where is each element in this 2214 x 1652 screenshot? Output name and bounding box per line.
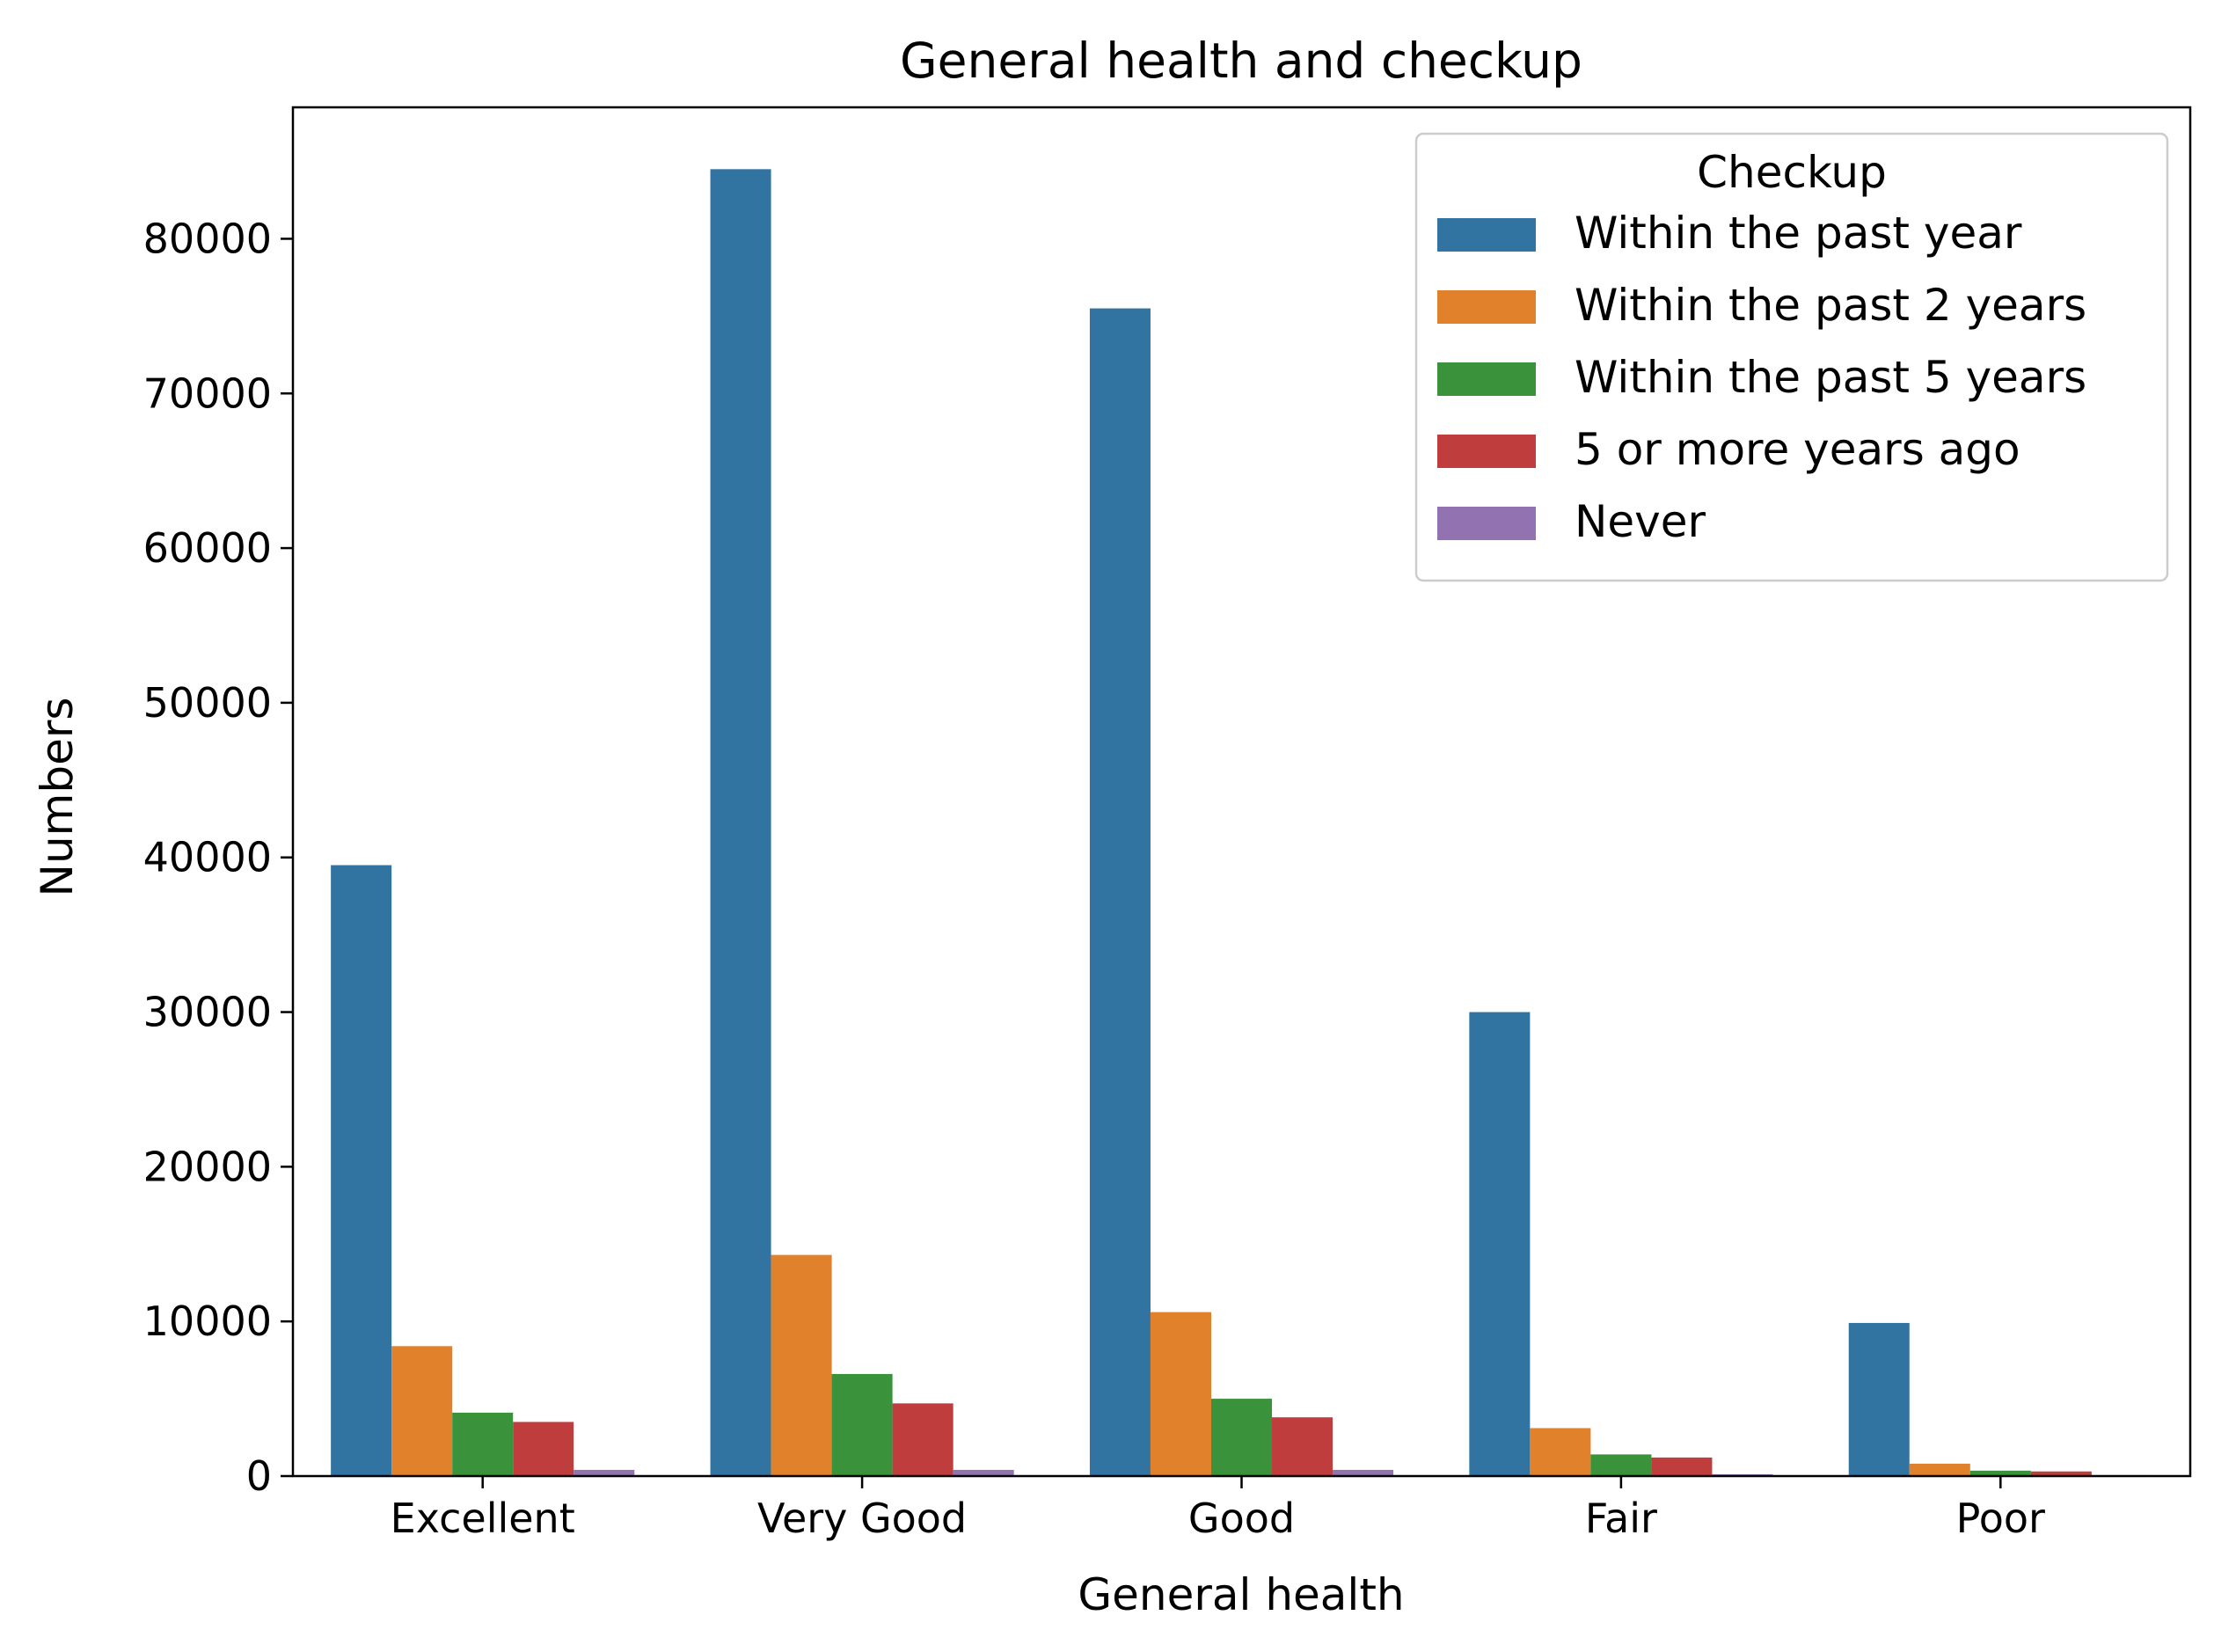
y-tick-label: 70000 bbox=[143, 369, 272, 417]
bar-excellent-series-2 bbox=[452, 1412, 514, 1476]
legend-swatch bbox=[1437, 218, 1536, 252]
bar-fair-series-1 bbox=[1530, 1428, 1591, 1476]
y-tick-label: 0 bbox=[246, 1452, 272, 1500]
x-axis: Excellent Very Good Good Fair Poor bbox=[391, 1476, 2045, 1542]
bar-very-good-series-0 bbox=[710, 169, 771, 1477]
legend-swatch bbox=[1437, 362, 1536, 396]
legend-swatch bbox=[1437, 290, 1536, 324]
y-tick-label: 80000 bbox=[143, 215, 272, 262]
plot-frame bbox=[291, 106, 2192, 1478]
legend-swatch bbox=[1437, 435, 1536, 468]
bar-very-good-series-3 bbox=[892, 1403, 954, 1476]
legend-label: Within the past 2 years bbox=[1575, 280, 2086, 331]
bar-poor-series-3 bbox=[2030, 1471, 2092, 1476]
bar-fair-series-3 bbox=[1651, 1457, 1713, 1476]
bar-fair-series-0 bbox=[1469, 1012, 1531, 1476]
bar-very-good-series-2 bbox=[831, 1373, 893, 1476]
x-tick-label: Excellent bbox=[391, 1495, 575, 1542]
bar-excellent-series-3 bbox=[513, 1422, 574, 1476]
bar-fair-series-2 bbox=[1590, 1454, 1652, 1476]
bar-good-series-3 bbox=[1272, 1417, 1334, 1476]
legend-items: Within the past year Within the past 2 ye… bbox=[1437, 208, 2086, 547]
bar-poor-series-2 bbox=[1969, 1470, 2031, 1476]
y-axis-label: Numbers bbox=[32, 698, 83, 897]
y-tick-label: 20000 bbox=[143, 1143, 272, 1190]
bar-excellent-series-1 bbox=[391, 1346, 453, 1476]
x-tick-label: Good bbox=[1188, 1495, 1295, 1542]
legend-label: Within the past year bbox=[1575, 208, 2022, 259]
x-tick-label: Poor bbox=[1956, 1495, 2045, 1542]
bars-group bbox=[331, 169, 2152, 1477]
legend-label: 5 or more years ago bbox=[1575, 424, 2020, 475]
bar-very-good-series-1 bbox=[771, 1254, 832, 1476]
x-axis-label: General health bbox=[1078, 1569, 1404, 1620]
x-tick-label: Fair bbox=[1585, 1495, 1657, 1542]
bar-poor-series-0 bbox=[1848, 1322, 1910, 1476]
y-tick-label: 40000 bbox=[143, 834, 272, 881]
legend-box bbox=[1414, 132, 2169, 582]
y-tick-label: 30000 bbox=[143, 989, 272, 1036]
y-tick-label: 50000 bbox=[143, 679, 272, 727]
bar-excellent-series-4 bbox=[574, 1469, 635, 1476]
bar-good-series-4 bbox=[1333, 1469, 1394, 1476]
y-tick-label: 60000 bbox=[143, 524, 272, 572]
bar-poor-series-1 bbox=[1909, 1463, 1970, 1476]
bar-good-series-2 bbox=[1210, 1399, 1273, 1476]
legend-label: Never bbox=[1575, 496, 1706, 547]
bar-good-series-1 bbox=[1150, 1312, 1211, 1476]
legend-swatch bbox=[1437, 507, 1536, 540]
bar-very-good-series-4 bbox=[953, 1469, 1014, 1476]
legend-label: Within the past 5 years bbox=[1575, 352, 2086, 403]
y-axis: 0 10000 20000 30000 40000 50000 60000 70000 8000… bbox=[143, 215, 293, 1500]
legend-title: Checkup bbox=[1697, 147, 1887, 198]
bar-good-series-0 bbox=[1089, 308, 1151, 1477]
chart-title: General health and checkup bbox=[900, 33, 1582, 89]
bar-excellent-series-0 bbox=[331, 865, 392, 1476]
x-tick-label: Very Good bbox=[757, 1495, 967, 1542]
y-tick-label: 10000 bbox=[143, 1297, 272, 1345]
